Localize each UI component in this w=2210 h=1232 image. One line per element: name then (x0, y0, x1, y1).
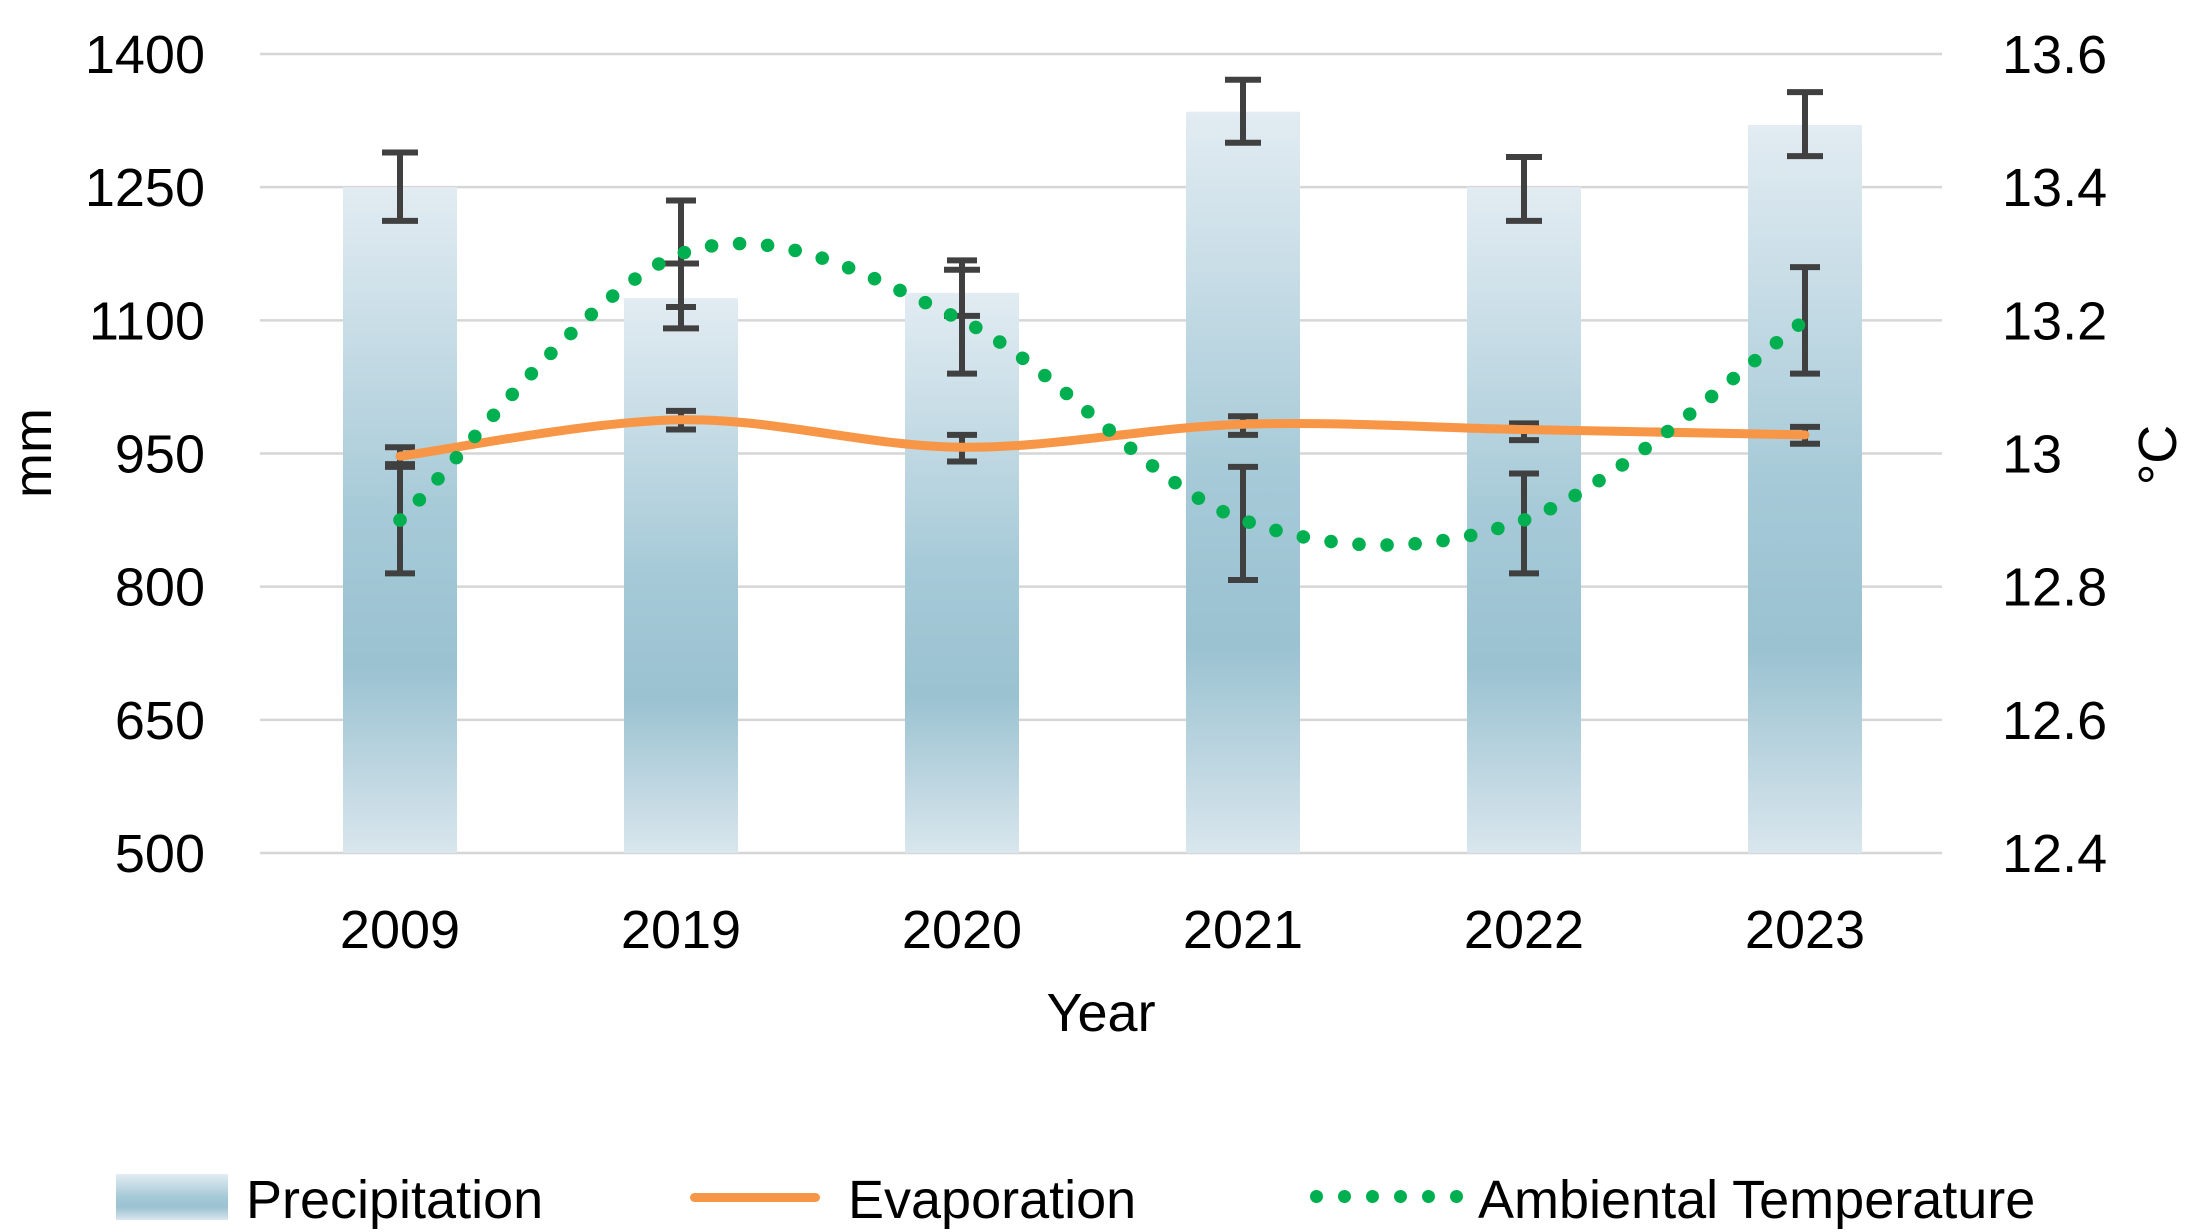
right-axis-tick-label: 13.4 (2002, 158, 2107, 218)
legend-swatch-precipitation-icon (116, 1174, 228, 1220)
left-axis-tick-label: 650 (115, 691, 205, 751)
bar-2023 (1748, 125, 1862, 854)
x-axis-tick-label: 2023 (1745, 900, 1865, 960)
precipitation-error-bar (1225, 76, 1261, 146)
left-axis-tick-label: 1100 (89, 291, 205, 351)
left-axis-tick-label: 1250 (85, 158, 205, 218)
temperature-error-bar (947, 257, 977, 377)
legend-label-evaporation: Evaporation (848, 1170, 1137, 1230)
x-axis-tick-label: 2020 (902, 900, 1022, 960)
left-axis-tick-label: 800 (115, 558, 205, 618)
left-axis-tick-label: 500 (115, 824, 205, 884)
x-axis-tick-label: 2021 (1183, 900, 1303, 960)
x-axis-title: Year (1046, 983, 1156, 1043)
x-axis-tick-label: 2022 (1464, 900, 1584, 960)
temperature-error-bar (1790, 264, 1820, 377)
right-axis-tick-label: 13.2 (2002, 291, 2107, 351)
x-axis-tick-label: 2019 (621, 900, 741, 960)
bar-2020 (905, 292, 1019, 853)
right-axis-tick-label: 12.4 (2002, 824, 2107, 884)
left-axis-title: mm (3, 408, 63, 498)
right-axis-tick-label: 12.8 (2002, 558, 2107, 618)
right-axis-tick-label: 13.6 (2002, 25, 2107, 85)
legend-label-precipitation: Precipitation (246, 1170, 544, 1230)
right-axis-tick-label: 13 (2002, 425, 2062, 485)
legend-swatch-evaporation-icon (690, 1193, 820, 1202)
precipitation-error-bar (382, 149, 418, 224)
right-axis-tick-label: 12.6 (2002, 691, 2107, 751)
evaporation-line (395, 415, 1810, 461)
left-axis-tick-label: 950 (115, 425, 205, 485)
precipitation-error-bar (1787, 89, 1823, 160)
left-axis-tick-label: 1400 (85, 25, 205, 85)
right-axis-title: °C (2128, 424, 2188, 486)
bar-2019 (624, 298, 738, 853)
temperature-dotted-line (393, 236, 1812, 552)
x-axis-tick-label: 2009 (340, 900, 460, 960)
precipitation-error-bar (1506, 153, 1542, 224)
legend-swatch-temperature-icon (1310, 1190, 1463, 1208)
legend-label-temperature: Ambiental Temperature (1478, 1170, 2036, 1230)
